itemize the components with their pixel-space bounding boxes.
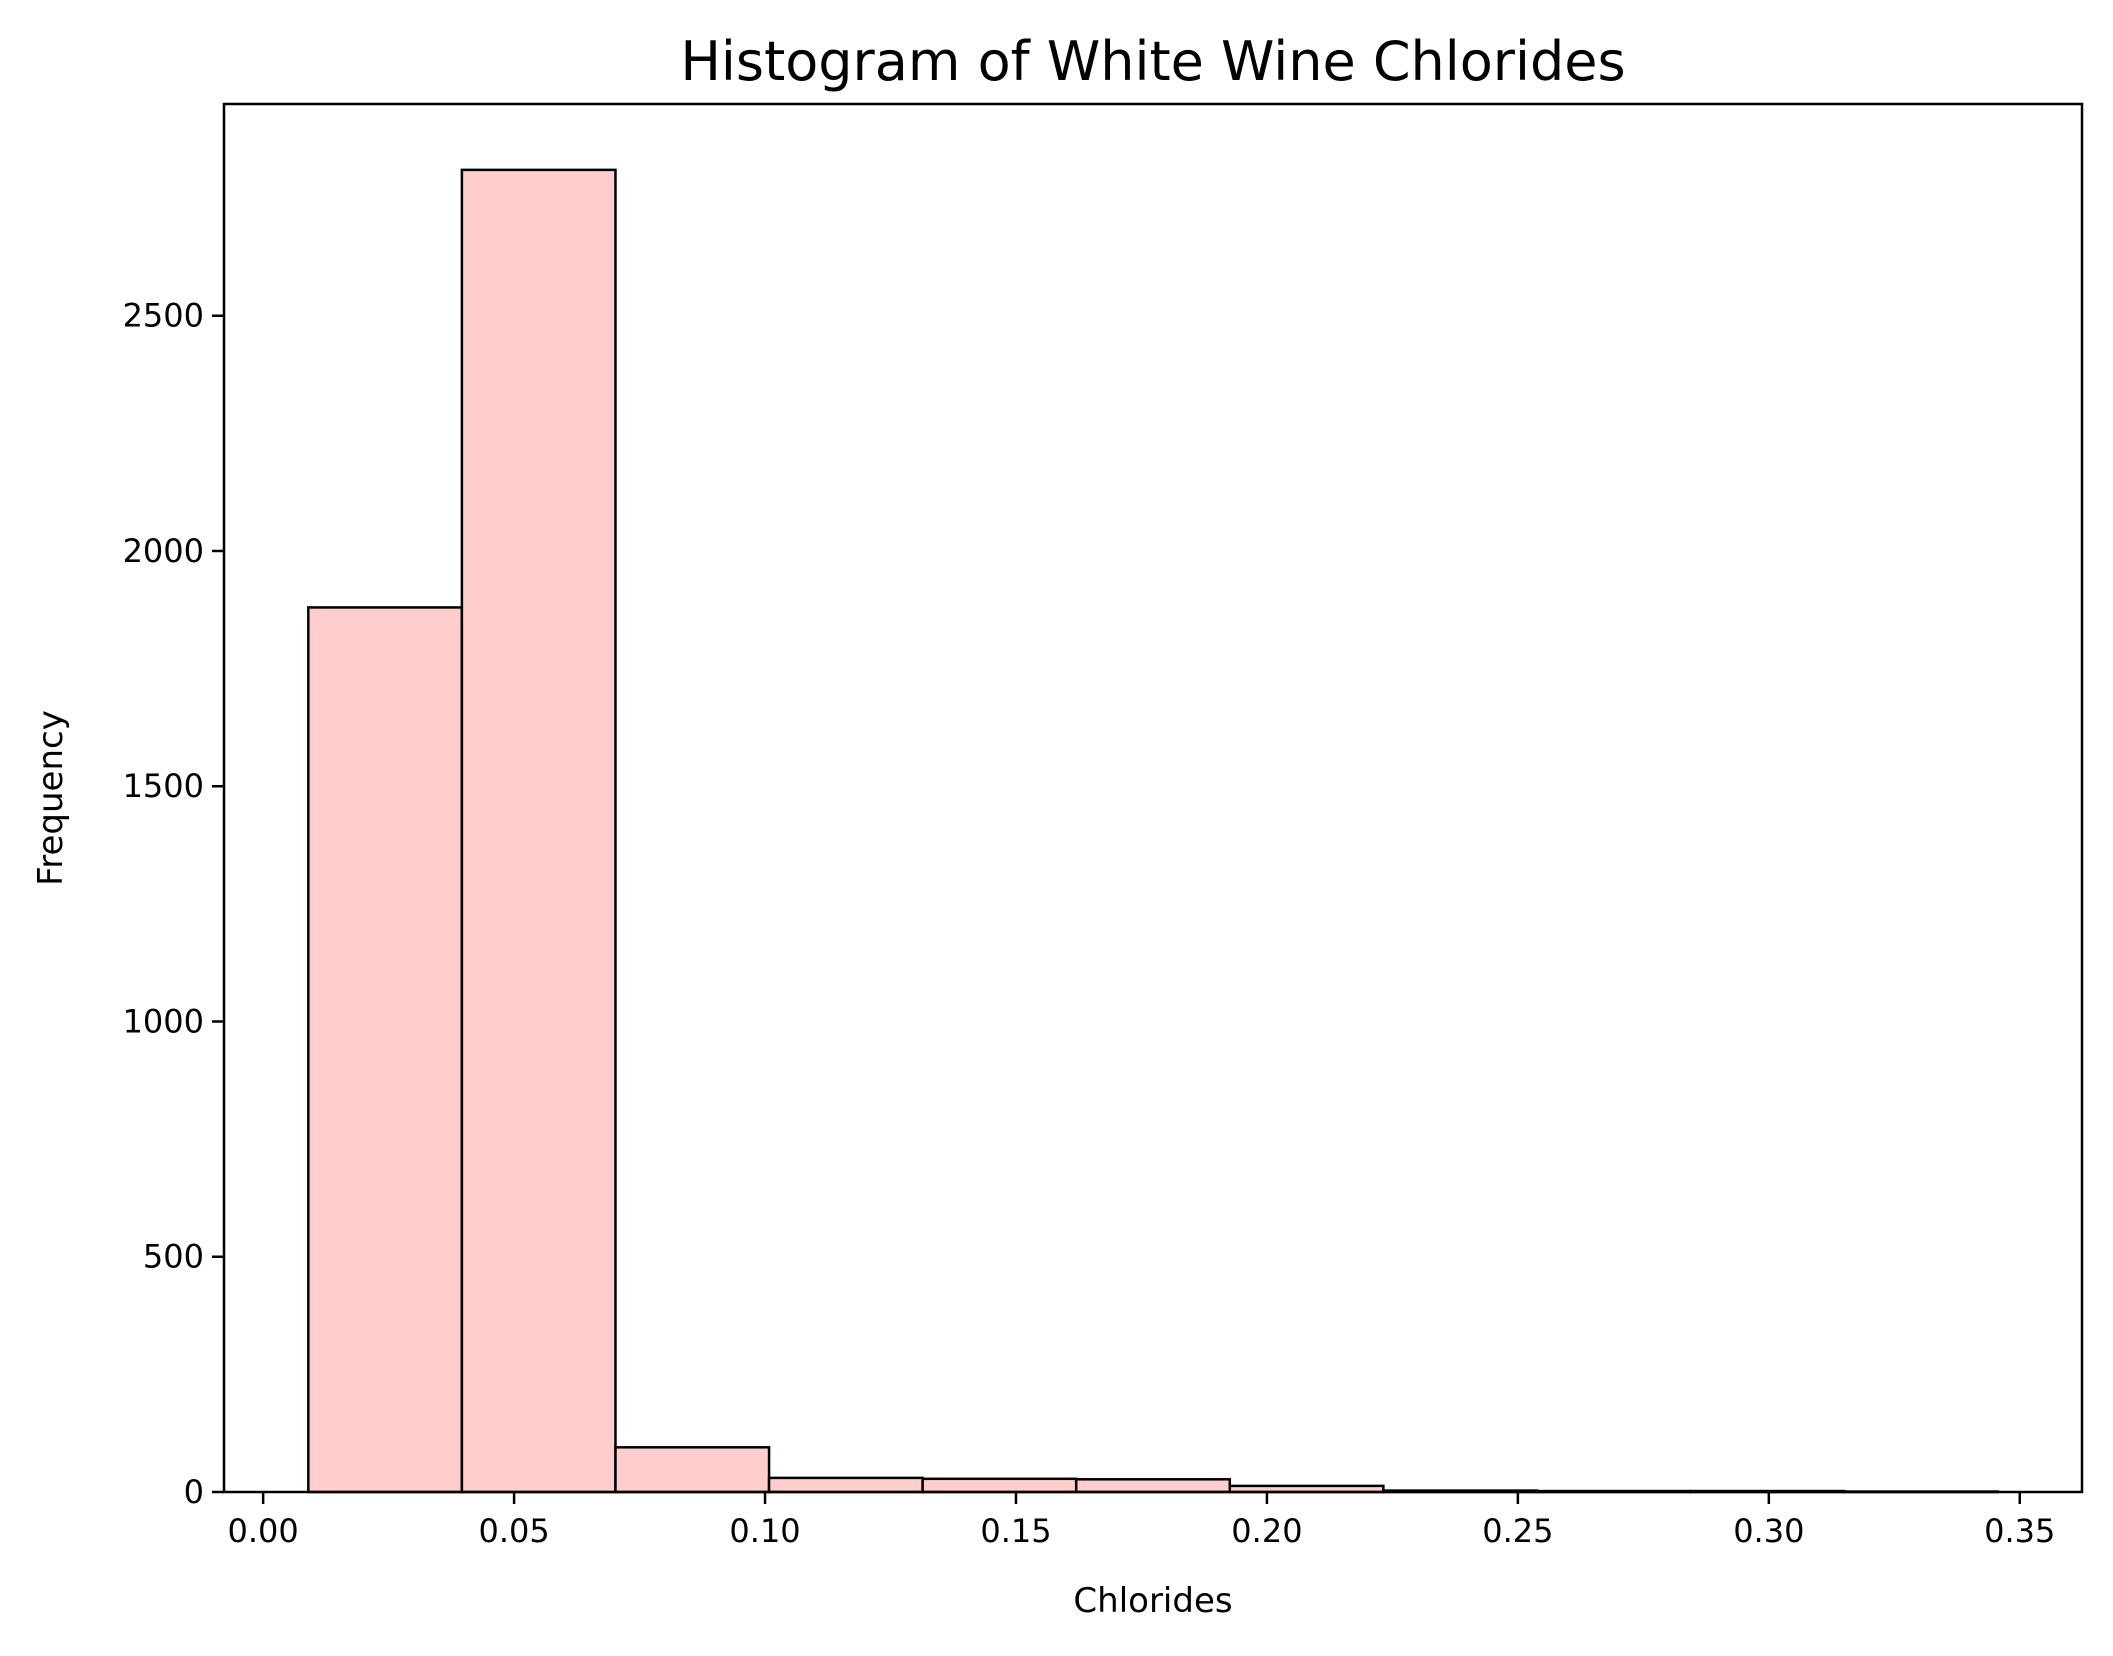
y-tick-label: 500 (143, 1238, 204, 1276)
x-axis-label: Chlorides (1073, 1581, 1232, 1621)
x-tick-label: 0.00 (228, 1512, 299, 1550)
x-tick-label: 0.20 (1231, 1512, 1302, 1550)
y-tick-label: 2000 (123, 532, 204, 570)
histogram-bar (1076, 1479, 1230, 1492)
y-tick-label: 1500 (123, 767, 204, 805)
histogram-bar (308, 607, 462, 1492)
y-tick-label: 2500 (123, 297, 204, 335)
y-tick-label: 0 (184, 1473, 204, 1511)
histogram-bar (462, 170, 616, 1492)
x-tick-label: 0.35 (1984, 1512, 2055, 1550)
histogram-bar (769, 1478, 923, 1492)
x-tick-label: 0.30 (1733, 1512, 1804, 1550)
y-tick-label: 1000 (123, 1002, 204, 1040)
histogram-bar (615, 1447, 769, 1492)
y-axis-label: Frequency (31, 710, 71, 886)
x-tick-label: 0.15 (980, 1512, 1051, 1550)
x-tick-label: 0.05 (478, 1512, 549, 1550)
chart-title: Histogram of White Wine Chlorides (680, 30, 1625, 93)
x-tick-label: 0.10 (729, 1512, 800, 1550)
x-tick-label: 0.25 (1482, 1512, 1553, 1550)
histogram-bar (923, 1479, 1077, 1492)
